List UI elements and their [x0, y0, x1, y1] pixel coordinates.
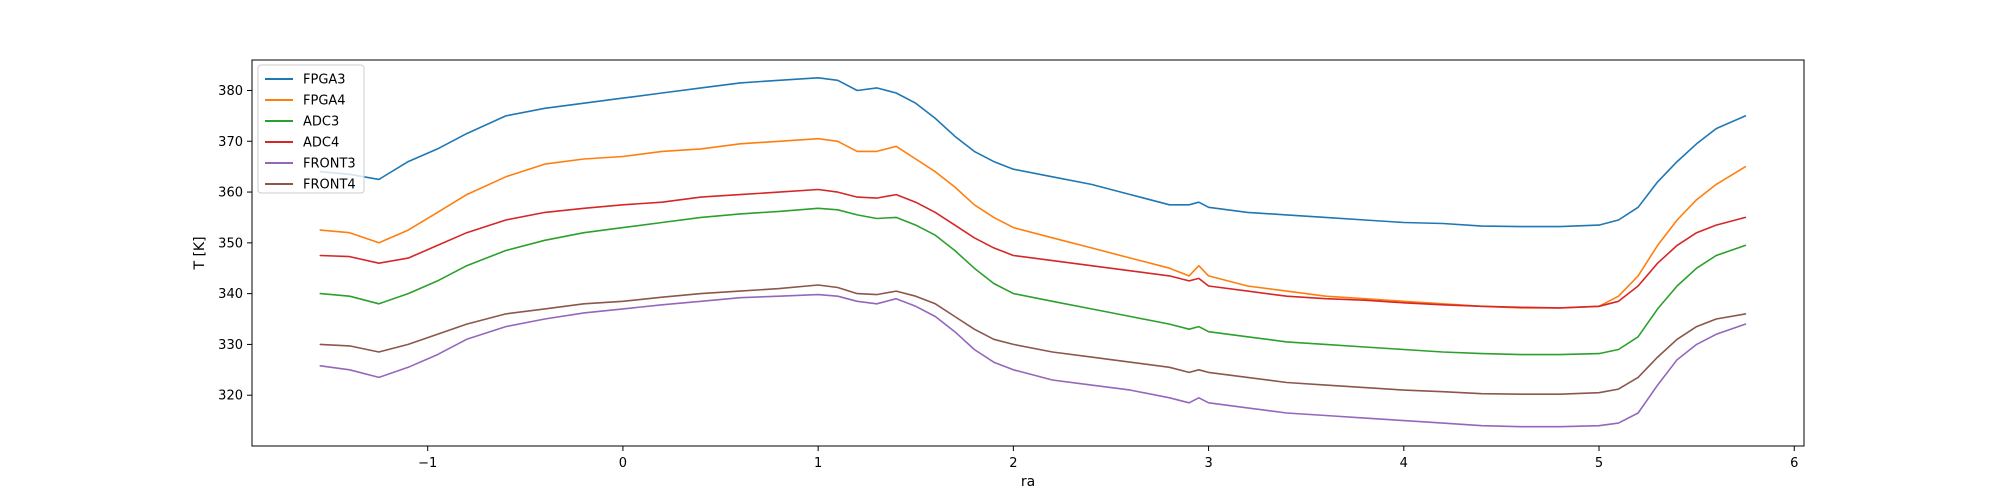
legend-label-fpga3: FPGA3	[303, 73, 346, 88]
legend-frame	[257, 64, 365, 194]
y-tick-label: 350	[218, 236, 243, 251]
series-line-fpga3	[319, 77, 1747, 228]
legend-label-fpga4: FPGA4	[303, 94, 346, 109]
x-axis-label: ra	[1021, 474, 1035, 490]
x-tick-label: 3	[1204, 456, 1212, 471]
x-tick-label: 4	[1400, 456, 1408, 471]
legend-label-front3: FRONT3	[303, 157, 356, 172]
y-tick-label: 320	[218, 389, 243, 404]
plot-frame	[251, 59, 1805, 447]
series-line-adc3	[319, 207, 1747, 356]
y-tick-label: 330	[218, 338, 243, 353]
x-tick-label: 6	[1790, 456, 1798, 471]
x-tick-label: 1	[814, 456, 822, 471]
y-axis-label: T [K]	[192, 236, 208, 270]
legend-label-front4: FRONT4	[303, 178, 356, 193]
series-line-adc4	[319, 188, 1747, 309]
x-tick-label: −1	[418, 456, 437, 471]
legend-items: FPGA3 FPGA4 ADC3 ADC4 FRONT3 FRONT4	[265, 73, 356, 193]
plot-area	[252, 60, 1804, 446]
y-tick-label: 380	[218, 84, 243, 99]
series-line-front4	[319, 284, 1747, 396]
legend-label-adc3: ADC3	[303, 115, 339, 130]
x-axis: −1 0 1 2 3 4 5 6	[418, 446, 1798, 471]
series-layer	[319, 77, 1747, 428]
series-line-front3	[319, 293, 1747, 428]
y-tick-label: 340	[218, 287, 243, 302]
legend: FPGA3 FPGA4 ADC3 ADC4 FRONT3 FRONT4	[257, 64, 365, 194]
y-tick-label: 360	[218, 186, 243, 201]
x-tick-label: 5	[1595, 456, 1603, 471]
x-tick-label: 0	[619, 456, 627, 471]
legend-label-adc4: ADC4	[303, 136, 339, 151]
y-tick-label: 370	[218, 135, 243, 150]
x-tick-label: 2	[1009, 456, 1017, 471]
y-axis: 320 330 340 350 360 370 380	[218, 84, 252, 404]
